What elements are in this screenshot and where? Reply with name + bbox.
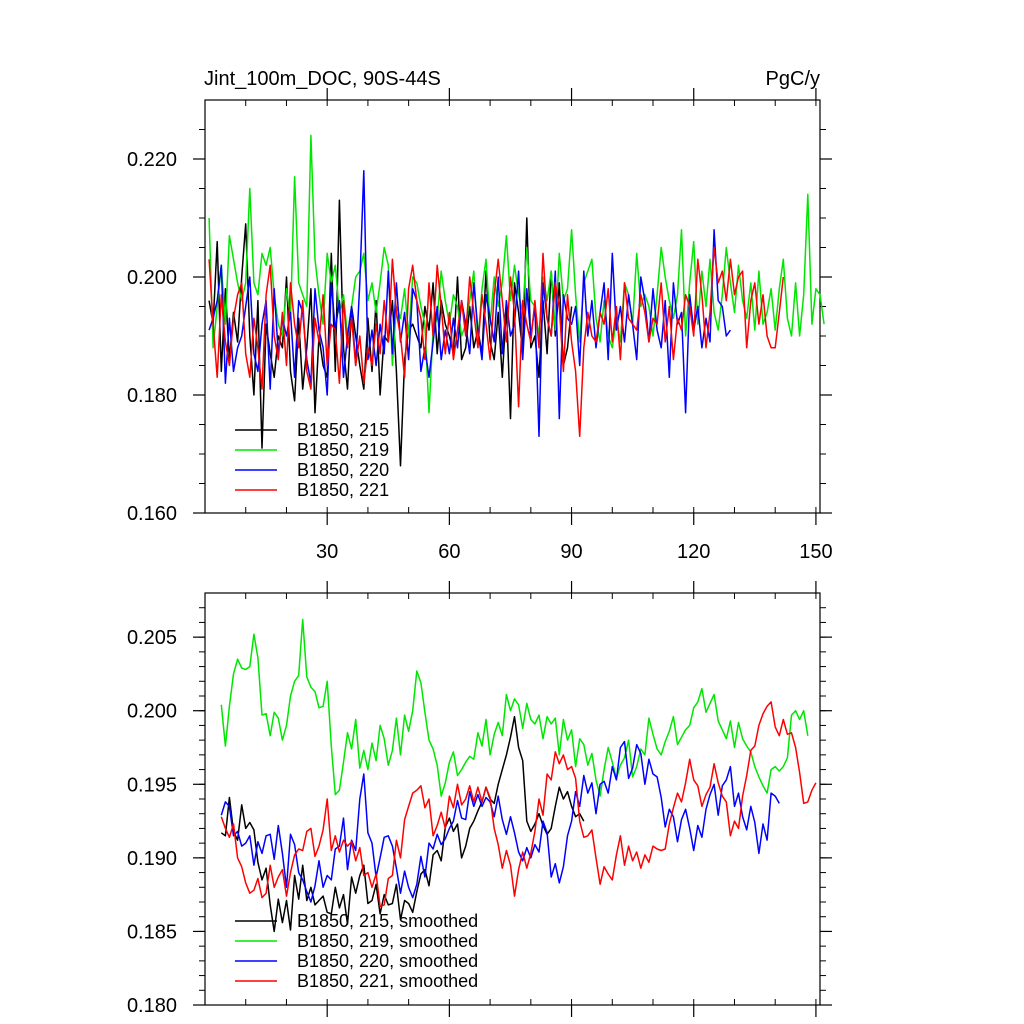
- legend-label: B1850, 221: [297, 480, 389, 500]
- y-tick-label: 0.180: [127, 385, 177, 407]
- y-tick-label: 0.220: [127, 149, 177, 171]
- legend-label: B1850, 215, smoothed: [297, 911, 478, 931]
- x-tick-label: 120: [677, 541, 710, 563]
- x-tick-label: 60: [438, 541, 460, 563]
- y-tick-label: 0.180: [127, 995, 177, 1017]
- series-line-bottom-0: [220, 715, 585, 933]
- y-tick-label: 0.205: [127, 627, 177, 649]
- legend-label: B1850, 220: [297, 460, 389, 480]
- legend-label: B1850, 219, smoothed: [297, 931, 478, 951]
- series-line-top-2: [208, 170, 732, 438]
- legend-label: B1850, 220, smoothed: [297, 951, 478, 971]
- legend-label: B1850, 219: [297, 440, 389, 460]
- series-line-top-3: [208, 246, 785, 438]
- chart-title: Jint_100m_DOC, 90S-44S: [204, 68, 441, 90]
- top-panel: 30 60 90 120 150 0.160 0.180 0.200 0.220 B1850, 2…: [127, 88, 833, 563]
- series-line-bottom-3: [220, 701, 817, 908]
- y-tick-label: 0.185: [127, 921, 177, 943]
- legend-label: B1850, 215: [297, 420, 389, 440]
- legend-label: B1850, 221, smoothed: [297, 971, 478, 991]
- series-line-top-1: [208, 134, 825, 414]
- y-tick-label: 0.190: [127, 848, 177, 870]
- y-tick-label: 0.200: [127, 701, 177, 723]
- series-line-bottom-2: [220, 740, 780, 903]
- bottom-panel: 0.180 0.185 0.190 0.195 0.200 0.205 B1850, 215…: [127, 581, 832, 1017]
- y-tick-label: 0.200: [127, 267, 177, 289]
- chart-units: PgC/y: [766, 68, 820, 90]
- series-line-bottom-1: [220, 618, 809, 797]
- y-tick-label: 0.160: [127, 503, 177, 525]
- x-tick-label: 30: [316, 541, 338, 563]
- x-tick-label: 150: [799, 541, 832, 563]
- x-tick-label: 90: [560, 541, 582, 563]
- y-tick-label: 0.195: [127, 774, 177, 796]
